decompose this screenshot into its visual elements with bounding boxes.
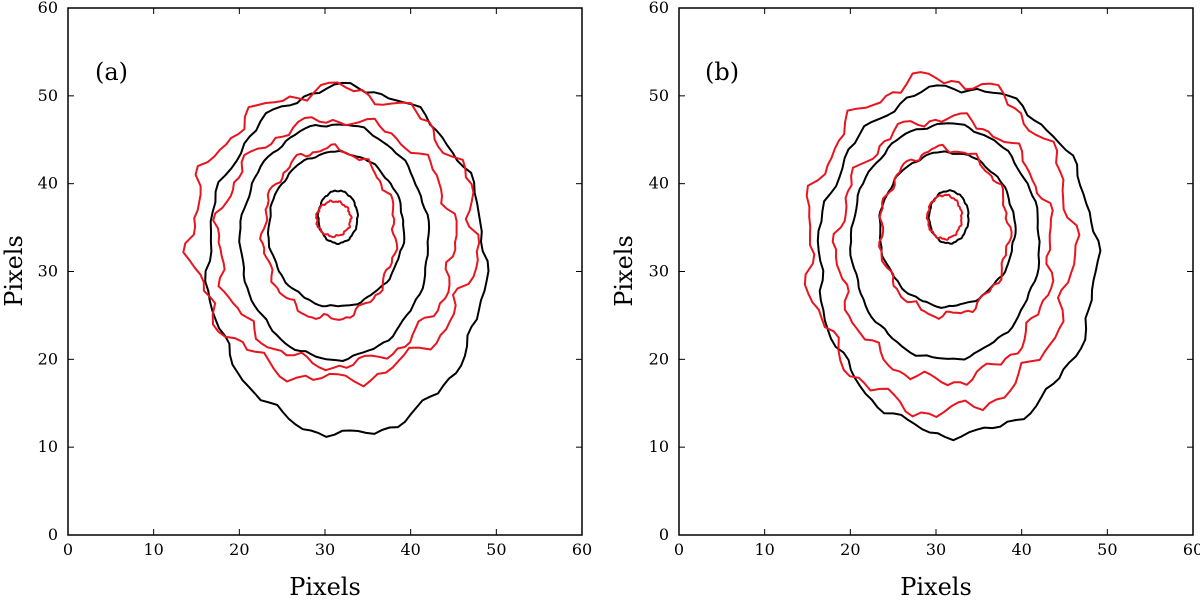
observed-contour-level-1 <box>315 199 353 238</box>
plot-frame <box>67 7 583 536</box>
x-tick-label: 60 <box>1183 540 1200 559</box>
y-tick-label: 0 <box>659 525 669 544</box>
x-tick-label: 0 <box>674 540 684 559</box>
model-contour-level-3 <box>238 123 431 362</box>
model-contour-level-1 <box>927 189 970 245</box>
x-tick-label: 30 <box>926 540 946 559</box>
x-tick-label: 20 <box>229 540 249 559</box>
y-tick-label: 60 <box>649 0 669 17</box>
y-tick-label: 10 <box>649 437 669 456</box>
y-tick-label: 30 <box>649 262 669 281</box>
y-tick-label: 20 <box>649 349 669 368</box>
plot-frame <box>678 7 1194 536</box>
observed-contour-level-2 <box>259 143 399 321</box>
observed-contour-level-1 <box>925 193 964 241</box>
observed-contour-level-4 <box>182 81 481 388</box>
model-contour-level-1 <box>316 189 359 245</box>
x-axis-label: Pixels <box>289 573 361 600</box>
x-tick-label: 50 <box>486 540 506 559</box>
observed-contour-level-4 <box>803 71 1081 418</box>
panel-label: (b) <box>705 58 739 86</box>
x-tick-label: 60 <box>572 540 592 559</box>
contour-layer <box>803 71 1102 442</box>
x-tick-label: 10 <box>754 540 774 559</box>
y-axis-label: Pixels <box>610 235 638 307</box>
x-tick-label: 40 <box>400 540 420 559</box>
y-tick-label: 10 <box>38 437 58 456</box>
y-tick-label: 50 <box>38 86 58 105</box>
observed-contour-level-3 <box>212 116 458 372</box>
panel-b: 0 10 20 30 40 50 60 0 10 20 30 40 50 60 (b) Pixels Pi… <box>610 0 1200 600</box>
x-tick-label: 10 <box>143 540 163 559</box>
tick-layer: 0 10 20 30 40 50 60 0 10 20 30 40 50 60 <box>38 0 593 559</box>
observed-contour-level-3 <box>831 112 1055 387</box>
panel-label: (a) <box>95 58 128 86</box>
model-contour-level-4 <box>204 81 490 438</box>
y-tick-label: 0 <box>48 525 58 544</box>
y-tick-label: 20 <box>38 349 58 368</box>
y-tick-label: 40 <box>649 174 669 193</box>
tick-layer: 0 10 20 30 40 50 60 0 10 20 30 40 50 60 <box>649 0 1200 559</box>
x-axis-label: Pixels <box>900 573 972 600</box>
x-tick-label: 40 <box>1011 540 1031 559</box>
observed-contour-level-2 <box>878 143 1013 320</box>
model-contour-level-4 <box>816 84 1102 442</box>
x-tick-label: 0 <box>63 540 73 559</box>
contour-layer <box>182 81 490 438</box>
y-tick-label: 50 <box>649 86 669 105</box>
model-contour-level-3 <box>849 122 1041 361</box>
y-tick-label: 60 <box>38 0 58 17</box>
y-axis-label: Pixels <box>0 235 28 307</box>
x-tick-label: 50 <box>1097 540 1117 559</box>
x-tick-label: 20 <box>840 540 860 559</box>
y-tick-label: 30 <box>38 262 58 281</box>
y-tick-label: 40 <box>38 174 58 193</box>
x-tick-label: 30 <box>315 540 335 559</box>
panel-a: 0 10 20 30 40 50 60 0 10 20 30 40 50 60 (a) Pixels Pi… <box>0 0 592 600</box>
